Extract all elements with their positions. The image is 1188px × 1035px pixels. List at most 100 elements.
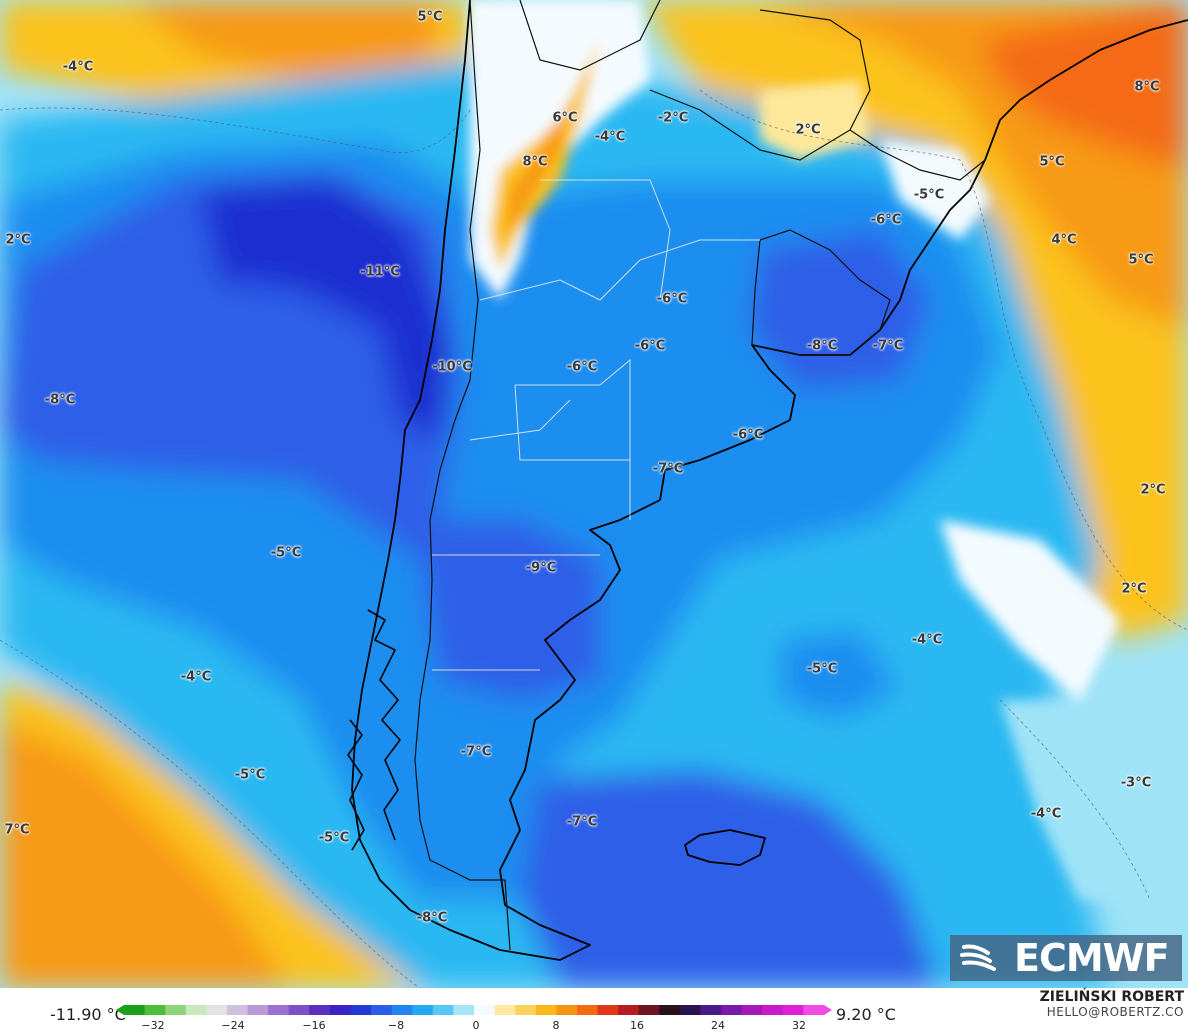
colorbar-segment [762,1005,784,1015]
colorbar-segment [124,1005,146,1015]
colorbar-segment [185,1005,207,1015]
temperature-label: -4°C [62,59,94,75]
colorbar-segment [309,1005,331,1015]
andes-border [414,0,511,951]
legend-tick-label: −24 [221,1019,245,1032]
temperature-label: 8°C [1134,79,1160,95]
ecmwf-logo-text: ECMWF [1014,936,1170,980]
colorbar-segment [721,1005,743,1015]
legend-max-label: 9.20 °C [836,1005,896,1024]
temperature-label: -6°C [566,359,598,375]
temperature-label: -7°C [652,461,684,477]
colorbar-segment [741,1005,763,1015]
author-credit: ZIELIŃSKI ROBERT HELLO@ROBERTZ.CO [1040,989,1184,1019]
temperature-label: -5°C [318,830,350,846]
temperature-label: -10°C [432,359,472,375]
colorbar-segment [659,1005,681,1015]
temperature-label: -11°C [360,264,400,280]
temperature-label: 2°C [795,122,821,138]
temperature-label: 6°C [552,110,578,126]
argentina-north-border [519,0,661,71]
author-name: ZIELIŃSKI ROBERT [1039,989,1184,1005]
colorbar-segment [453,1005,475,1015]
temperature-label: -4°C [1030,806,1062,822]
colorbar-max-arrow [824,1005,832,1015]
colorbar-segment [247,1005,269,1015]
temperature-label: 5°C [1128,252,1154,268]
temperature-label: -6°C [656,291,688,307]
temperature-label: -5°C [234,767,266,783]
temperature-label: 2°C [5,232,31,248]
legend-tick-label: 32 [792,1019,806,1032]
temperature-label: -9°C [525,560,557,576]
temperature-label: -7°C [872,338,904,354]
legend-tick-label: 8 [552,1019,560,1032]
colorbar-segment [432,1005,454,1015]
legend-min-label: -11.90 °C [50,1005,126,1024]
colorbar-segment [679,1005,701,1015]
colorbar-segment [268,1005,290,1015]
colorbar-segment [782,1005,804,1015]
legend-tick-label: −32 [141,1019,165,1032]
colorbar-segment [391,1005,413,1015]
author-email: HELLO@ROBERTZ.CO [1046,1005,1184,1019]
legend-colorbar [116,1005,832,1015]
temperature-label: -7°C [566,814,598,830]
temperature-label: 2°C [1140,482,1166,498]
colorbar-segment [494,1005,516,1015]
colorbar-segment [638,1005,660,1015]
temperature-label: -6°C [732,427,764,443]
colorbar-segment [700,1005,722,1015]
temperature-label: 2°C [1121,581,1147,597]
temperature-label: 4°C [1051,232,1077,248]
temperature-label: -5°C [270,545,302,561]
colorbar-segment [618,1005,640,1015]
temperature-label: -4°C [911,632,943,648]
colorbar-segment [597,1005,619,1015]
colorbar-segment [288,1005,310,1015]
colorbar-segment [206,1005,228,1015]
temperature-label: -8°C [806,338,838,354]
ecmwf-logo: ECMWF [950,935,1182,981]
colorbar-segment [803,1005,825,1015]
temperature-label: -2°C [657,110,689,126]
temperature-label: -8°C [44,392,76,408]
brazil-south-border [849,129,986,181]
colorbar-segment [535,1005,557,1015]
temperature-label: -4°C [594,129,626,145]
legend-tick-label: −8 [387,1019,405,1032]
temperature-label: 8°C [522,154,548,170]
colorbar-segment [165,1005,187,1015]
uruguay-border [751,229,891,356]
colorbar-min-arrow [116,1005,124,1015]
south-america-coastline [351,0,1188,961]
temperature-label: -3°C [1120,775,1152,791]
colorbar-segment [515,1005,537,1015]
legend-tick-label: −16 [302,1019,326,1032]
colorbar-segment [556,1005,578,1015]
temperature-label: -6°C [870,212,902,228]
colorbar-segment [329,1005,351,1015]
temperature-label: -5°C [913,187,945,203]
legend-tick-label: 0 [472,1019,480,1032]
temperature-label: -8°C [416,910,448,926]
temperature-label: 5°C [417,9,443,25]
colorbar-segment [226,1005,249,1015]
legend-tick-label: 16 [630,1019,644,1032]
temperature-label: -4°C [180,669,212,685]
temperature-label: 5°C [1039,154,1065,170]
temperature-label: -5°C [806,661,838,677]
temperature-label: 7°C [4,822,30,838]
temperature-map [0,0,1188,988]
ecmwf-wave-icon [960,944,996,971]
colorbar-segment [576,1005,599,1015]
colorbar-segment [350,1005,372,1015]
colorbar-segment [412,1005,434,1015]
legend-tick-label: 24 [711,1019,725,1032]
falklands-outline [684,829,766,866]
colorbar-segment [474,1005,496,1015]
temperature-label: -7°C [460,744,492,760]
colorbar-segment [144,1005,166,1015]
colorbar-segment [371,1005,393,1015]
temperature-label: -6°C [634,338,666,354]
